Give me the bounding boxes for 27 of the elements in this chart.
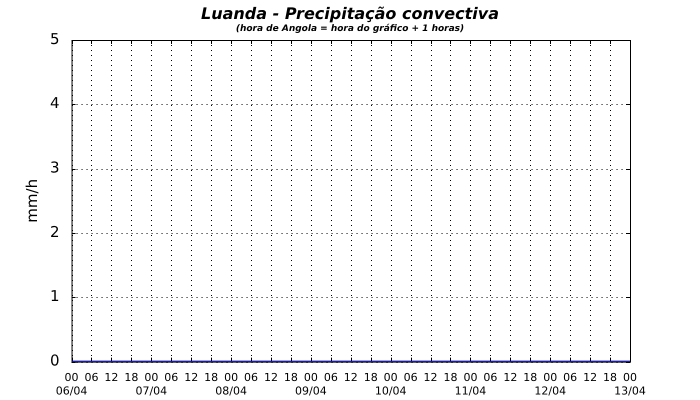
x-tick-label: 06 bbox=[483, 371, 498, 384]
y-tick-label: 3 bbox=[50, 158, 60, 177]
x-tick-label: 18 bbox=[364, 371, 378, 384]
x-tick-label: 12 bbox=[424, 371, 438, 384]
x-tick-label: 06 bbox=[244, 371, 258, 384]
y-axis-title: mm/h bbox=[22, 178, 41, 223]
y-tick-label: 1 bbox=[50, 287, 60, 306]
x-tick-label: 18 bbox=[284, 371, 298, 384]
x-tick-label: 06 bbox=[84, 371, 98, 384]
x-tick-label: 12 bbox=[583, 371, 598, 384]
chart-title: Luanda - Precipitação convectiva bbox=[200, 4, 500, 23]
x-tick-label: 12 bbox=[184, 371, 198, 384]
x-tick-label: 12 bbox=[344, 371, 358, 384]
y-tick-label: 5 bbox=[50, 30, 60, 48]
x-tick-label: 18 bbox=[523, 371, 538, 384]
chart-subtitle: (hora de Angola = hora do gráfico + 1 horas) bbox=[236, 24, 464, 34]
y-tick-label: 4 bbox=[50, 94, 60, 112]
x-tick-label: 18 bbox=[443, 371, 458, 384]
x-tick-label: 06 bbox=[164, 371, 178, 384]
y-tick-label: 0 bbox=[50, 351, 60, 370]
y-tick-label: 2 bbox=[50, 222, 60, 241]
x-tick-label: 06 bbox=[324, 371, 338, 384]
x-tick-label: 18 bbox=[603, 371, 618, 384]
x-tick-label: 18 bbox=[204, 371, 218, 384]
x-tick-label: 12 bbox=[104, 371, 118, 384]
x-tick-label: 12 bbox=[264, 371, 278, 384]
x-tick-label: 12 bbox=[503, 371, 518, 384]
